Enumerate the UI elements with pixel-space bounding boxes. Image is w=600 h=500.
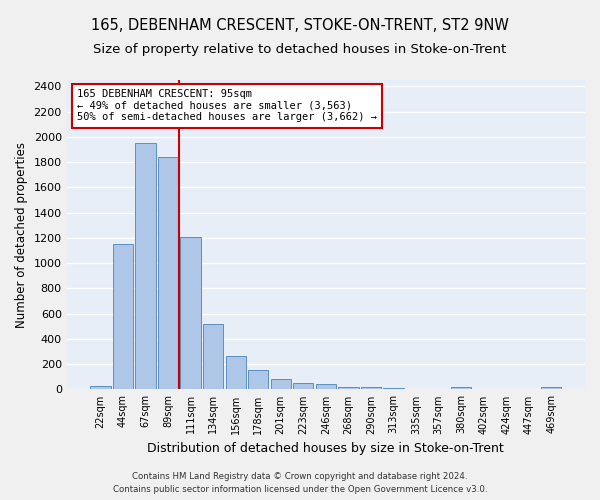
Bar <box>293 383 313 390</box>
Bar <box>316 384 336 390</box>
Bar <box>136 143 155 390</box>
Bar <box>271 380 291 390</box>
Bar <box>113 244 133 390</box>
Text: Contains HM Land Registry data © Crown copyright and database right 2024.: Contains HM Land Registry data © Crown c… <box>132 472 468 481</box>
Y-axis label: Number of detached properties: Number of detached properties <box>15 142 28 328</box>
Bar <box>203 324 223 390</box>
Bar <box>541 387 562 390</box>
Bar <box>90 386 110 390</box>
Bar <box>338 387 359 390</box>
Text: 165 DEBENHAM CRESCENT: 95sqm
← 49% of detached houses are smaller (3,563)
50% of: 165 DEBENHAM CRESCENT: 95sqm ← 49% of de… <box>77 90 377 122</box>
Bar <box>181 236 201 390</box>
Bar <box>248 370 268 390</box>
Text: 165, DEBENHAM CRESCENT, STOKE-ON-TRENT, ST2 9NW: 165, DEBENHAM CRESCENT, STOKE-ON-TRENT, … <box>91 18 509 32</box>
Bar <box>361 387 381 390</box>
Bar <box>226 356 246 390</box>
Bar <box>451 387 471 390</box>
X-axis label: Distribution of detached houses by size in Stoke-on-Trent: Distribution of detached houses by size … <box>148 442 504 455</box>
Text: Size of property relative to detached houses in Stoke-on-Trent: Size of property relative to detached ho… <box>94 42 506 56</box>
Bar <box>383 388 404 390</box>
Text: Contains public sector information licensed under the Open Government Licence v3: Contains public sector information licen… <box>113 485 487 494</box>
Bar <box>158 157 178 390</box>
